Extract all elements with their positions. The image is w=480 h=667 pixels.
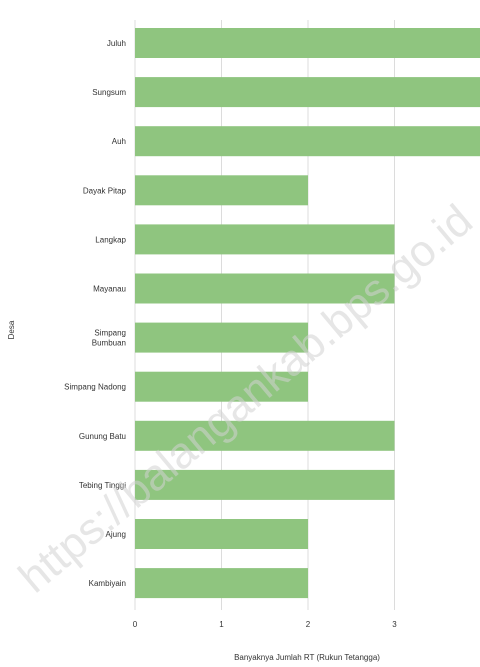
category-labels: Juluh Sungsum Auh Dayak Pitap Langkap Mayanau… [64,39,126,588]
y-axis-title: Desa [7,320,16,339]
bar [135,519,308,549]
category-label: Gunung Batu [79,432,126,441]
bar [135,77,480,108]
grid-lines [134,20,395,610]
bars [135,28,480,599]
category-label: Tebing Tinggi [79,481,126,490]
category-label: Auh [112,137,126,146]
x-tick-label: 3 [392,620,397,629]
category-label: Mayanau [93,285,126,294]
category-label: Ajung [106,530,126,539]
bar [135,224,395,255]
category-label: Dayak Pitap [83,186,127,195]
bar [135,126,480,157]
category-label: Langkap [95,235,126,244]
bar [135,322,308,353]
x-tick-labels: 0 1 2 3 [133,620,398,629]
category-label: Juluh [107,39,126,48]
bar [135,371,308,402]
x-tick-label: 1 [219,620,224,629]
category-label: Simpang Nadong [64,383,126,392]
bar [135,469,395,500]
bar [135,175,308,206]
bar [135,420,395,451]
category-label: Sungsum [92,88,126,97]
x-axis-title: Banyaknya Jumlah RT (Rukun Tetangga) [234,653,380,662]
x-tick-label: 0 [133,620,138,629]
x-tick-label: 2 [306,620,311,629]
bar [135,273,395,304]
category-label: Kambiyain [89,579,126,588]
bar [135,28,480,58]
category-label: Simpang Bumbuan [92,329,126,348]
bar [135,568,308,599]
